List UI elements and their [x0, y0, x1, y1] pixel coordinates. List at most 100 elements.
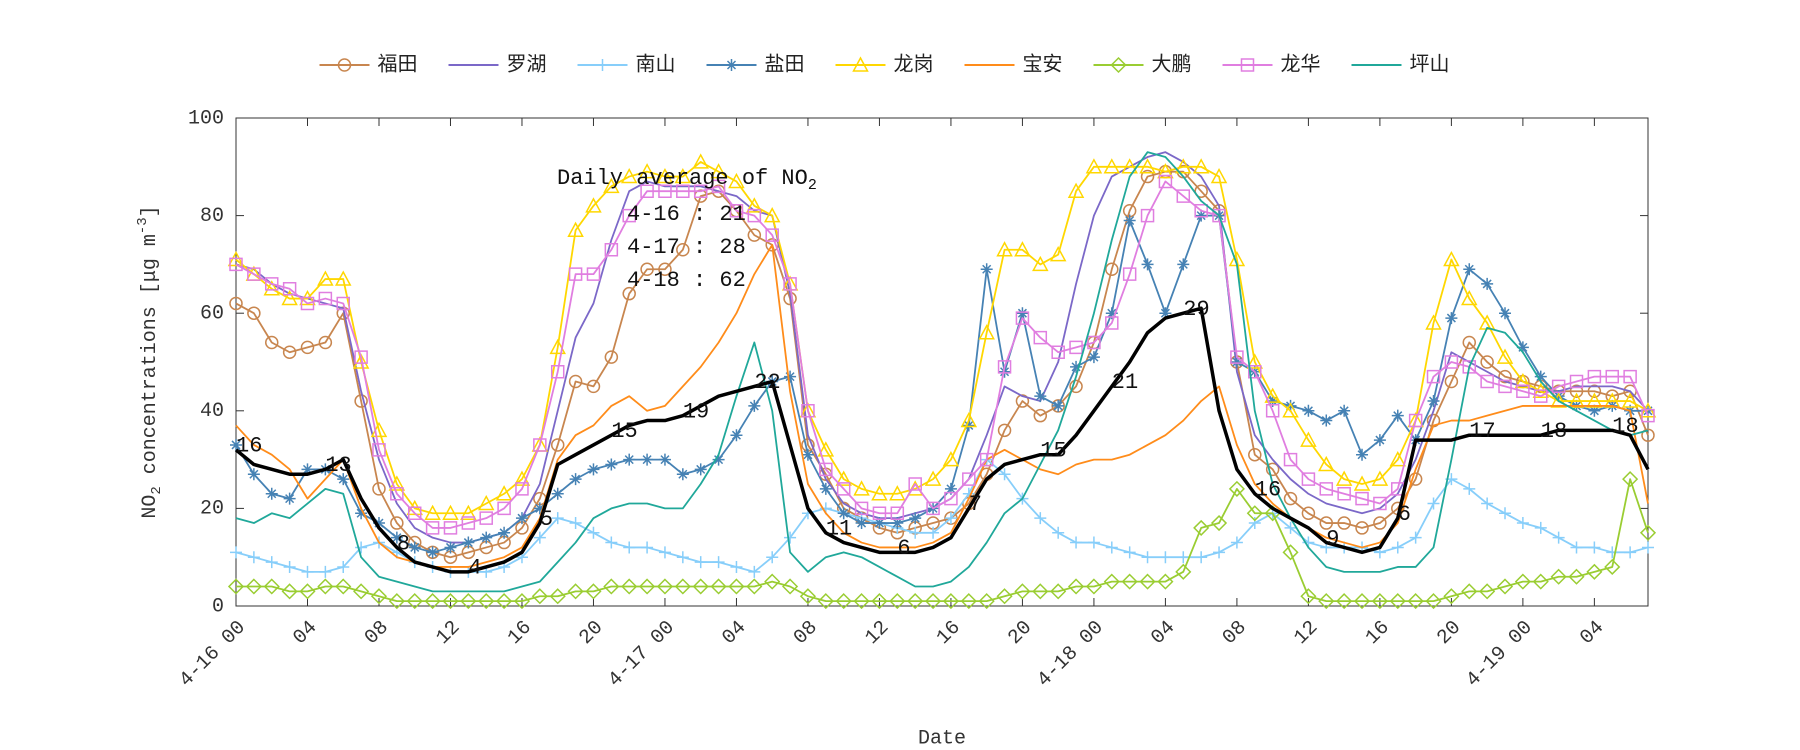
marker	[1158, 174, 1173, 189]
marker	[978, 324, 995, 340]
legend-marker	[725, 59, 738, 71]
marker	[871, 593, 888, 610]
marker	[443, 521, 458, 535]
marker	[747, 228, 762, 242]
marker	[1605, 369, 1619, 384]
marker	[300, 340, 315, 355]
marker	[300, 296, 315, 311]
marker	[1284, 521, 1297, 534]
marker	[424, 504, 441, 521]
marker	[1087, 536, 1100, 549]
marker	[1373, 434, 1386, 447]
x-tick-label: 4-16 00	[175, 616, 251, 692]
marker	[585, 583, 602, 600]
marker	[587, 463, 600, 476]
marker	[245, 578, 262, 595]
marker	[622, 286, 636, 301]
marker	[692, 153, 709, 169]
marker	[674, 167, 692, 184]
marker	[674, 578, 691, 595]
marker	[479, 511, 493, 525]
marker	[282, 282, 297, 296]
marker	[1481, 277, 1494, 290]
marker	[301, 463, 314, 476]
marker	[247, 267, 261, 281]
marker	[1265, 404, 1280, 418]
marker	[1603, 392, 1621, 408]
marker	[515, 482, 529, 496]
marker	[355, 507, 368, 520]
marker	[1568, 392, 1585, 408]
marker	[319, 565, 332, 578]
marker	[623, 453, 636, 466]
marker	[497, 501, 511, 516]
marker	[1157, 573, 1174, 590]
marker	[836, 482, 851, 496]
mean-annotation: 13	[325, 453, 351, 478]
marker	[783, 277, 797, 291]
marker	[927, 526, 940, 539]
marker	[1176, 189, 1191, 203]
marker	[1033, 330, 1048, 345]
marker	[1389, 593, 1406, 610]
y-label-part: NO	[139, 495, 162, 519]
marker	[1445, 312, 1458, 325]
marker	[372, 517, 385, 530]
marker	[799, 588, 817, 605]
legend-label: 南山	[636, 52, 676, 76]
marker	[1139, 573, 1156, 590]
marker	[1085, 578, 1102, 595]
marker	[1480, 355, 1494, 369]
marker	[1192, 158, 1210, 174]
marker	[1551, 379, 1566, 394]
y-label-sup: -3	[135, 217, 151, 234]
legend-label: 宝安	[1023, 52, 1063, 76]
marker	[1195, 551, 1208, 564]
marker	[784, 531, 797, 544]
marker	[1284, 399, 1297, 412]
marker	[656, 578, 674, 595]
marker	[1175, 158, 1192, 174]
marker	[336, 306, 350, 320]
marker	[1534, 389, 1548, 403]
marker	[1103, 158, 1121, 174]
marker	[1282, 544, 1299, 561]
marker	[1159, 551, 1172, 564]
marker	[890, 506, 905, 521]
marker	[1408, 413, 1423, 428]
marker	[1246, 353, 1264, 369]
marker	[641, 453, 654, 466]
marker	[337, 560, 350, 573]
marker	[1568, 568, 1585, 585]
marker	[1409, 531, 1422, 544]
marker	[533, 438, 547, 452]
marker	[1070, 536, 1083, 549]
marker	[549, 588, 566, 605]
marker	[230, 546, 242, 559]
marker	[247, 468, 260, 481]
marker	[1621, 392, 1639, 408]
marker	[1532, 573, 1549, 590]
marker	[728, 578, 745, 595]
marker	[585, 197, 602, 213]
x-tick-label: 04	[718, 616, 751, 649]
series-line	[235, 243, 1649, 568]
mean-annotation: 4	[468, 556, 481, 581]
marker	[784, 370, 797, 383]
marker	[407, 506, 422, 521]
mean-annotation: 15	[611, 419, 637, 444]
marker	[801, 404, 815, 418]
marker	[1014, 583, 1031, 600]
marker	[603, 578, 620, 595]
marker	[1034, 512, 1047, 525]
marker	[604, 350, 619, 364]
x-tick-label: 20	[1004, 616, 1037, 649]
marker	[1622, 471, 1639, 488]
mean-annotation: 16	[1255, 478, 1281, 503]
marker	[1480, 374, 1494, 389]
marker	[283, 492, 296, 505]
mean-annotation: 18	[1541, 419, 1567, 444]
series-line	[235, 214, 1648, 554]
marker	[480, 531, 493, 544]
marker	[1052, 399, 1065, 412]
